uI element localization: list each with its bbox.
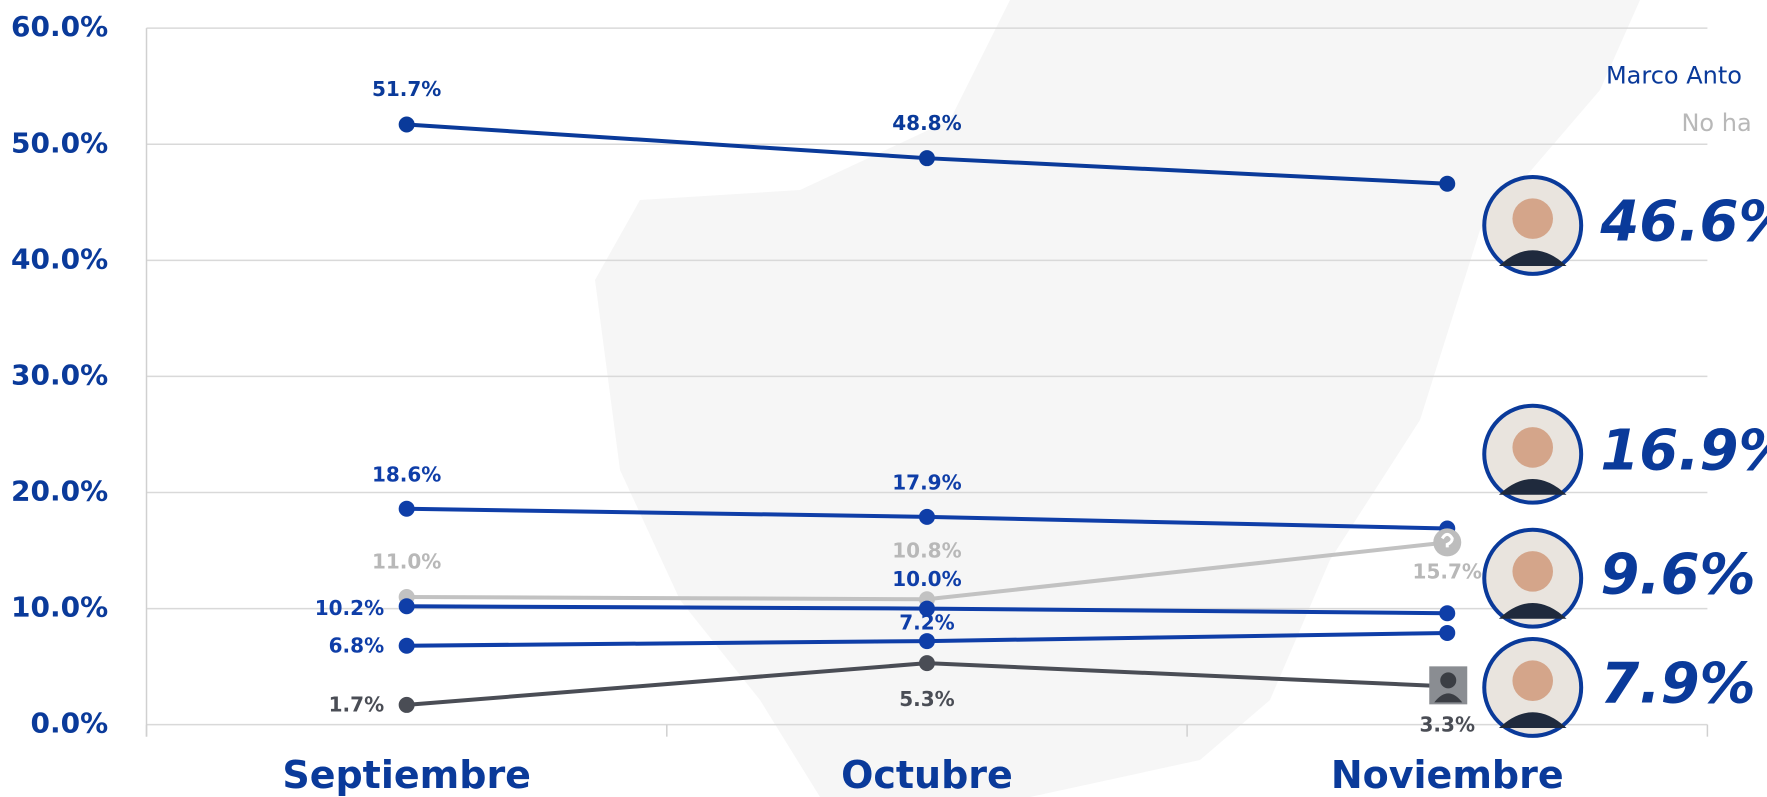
photo-body: [1498, 602, 1567, 619]
data-point: [918, 150, 935, 167]
data-label: 10.2%: [315, 596, 384, 620]
data-point: [918, 655, 935, 672]
y-tick-label: 60.0%: [11, 10, 108, 43]
data-point: [918, 508, 935, 525]
y-tick-label: 30.0%: [11, 358, 108, 391]
photo-face: [1512, 660, 1554, 701]
photo-body: [1498, 478, 1567, 495]
y-tick-label: 20.0%: [11, 474, 108, 507]
x-tick-label: Septiembre: [282, 753, 531, 797]
y-tick-label: 40.0%: [11, 242, 108, 275]
data-label: 5.3%: [899, 687, 954, 711]
data-label: 17.9%: [892, 471, 961, 495]
data-label: 15.7%: [1413, 559, 1482, 583]
big-value-label: 46.6%: [1599, 190, 1767, 255]
x-tick-label: Noviembre: [1331, 753, 1564, 797]
photo-face: [1512, 551, 1554, 592]
person-head: [1440, 672, 1457, 689]
data-label: 18.6%: [372, 463, 441, 487]
data-point: [398, 116, 415, 133]
unknown-icon: [1433, 528, 1462, 557]
photo-body: [1498, 250, 1567, 266]
data-point: [398, 637, 415, 654]
data-label: 3.3%: [1420, 712, 1475, 736]
data-label: 11.0%: [372, 550, 441, 574]
data-point: [1439, 605, 1456, 622]
data-point: [918, 600, 935, 617]
photo-body: [1498, 712, 1567, 729]
data-point: [1439, 624, 1456, 641]
person-body: [1434, 693, 1463, 703]
data-label: 1.7%: [329, 693, 384, 717]
big-value-label: 9.6%: [1600, 542, 1755, 607]
big-value-label: 16.9%: [1600, 418, 1767, 483]
unknown-mark: [1440, 532, 1454, 548]
data-label: 10.8%: [892, 538, 961, 562]
photo-face: [1512, 198, 1554, 239]
data-label: 10.0%: [892, 567, 961, 591]
big-value-label: 7.9%: [1600, 652, 1755, 717]
data-point: [398, 500, 415, 517]
legend-entry: No ha: [1681, 109, 1751, 137]
data-point: [918, 633, 935, 650]
data-label: 7.2%: [899, 611, 954, 635]
data-label: 48.8%: [892, 111, 961, 135]
photo-face: [1512, 427, 1554, 468]
legend-entry: Marco Anto: [1606, 62, 1742, 90]
data-point: [1439, 175, 1456, 192]
data-point: [398, 598, 415, 615]
y-tick-label: 50.0%: [11, 126, 108, 159]
data-label: 51.7%: [372, 77, 441, 101]
x-tick-label: Octubre: [841, 753, 1013, 797]
data-point: [398, 696, 415, 713]
y-tick-label: 0.0%: [31, 707, 109, 740]
data-label: 6.8%: [329, 633, 384, 657]
y-tick-label: 10.0%: [11, 591, 108, 624]
